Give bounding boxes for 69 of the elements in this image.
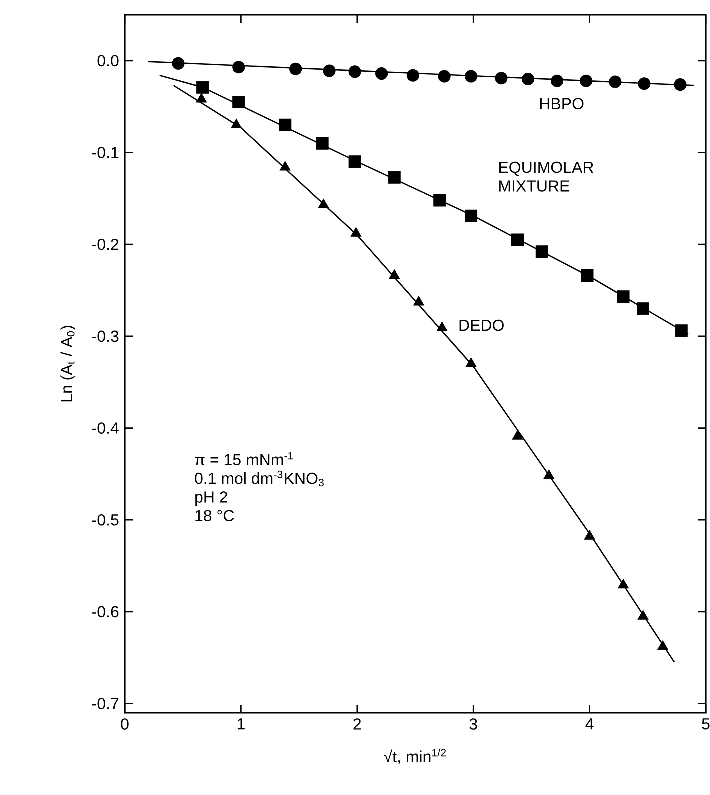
point xyxy=(609,76,622,88)
point xyxy=(675,324,688,338)
point xyxy=(434,194,446,207)
x-tick-label: 2 xyxy=(354,718,362,730)
point xyxy=(279,118,292,132)
annotation: π = 15 mNm$^{-1}$ xyxy=(195,452,294,466)
point xyxy=(617,290,630,304)
annotation: pH 2 xyxy=(196,492,228,506)
point xyxy=(495,72,508,85)
y-axis-title: Ln (A$_{t}$ / A$_{0}$) xyxy=(60,326,76,402)
series-label: EQUIMOLAR MIXTURE xyxy=(500,162,594,192)
point xyxy=(550,74,564,88)
x-tick-label: 1 xyxy=(238,718,245,730)
y-tick-label: -0.4 xyxy=(92,422,119,434)
point xyxy=(231,118,242,128)
line-series xyxy=(173,85,676,664)
point xyxy=(512,430,524,440)
point xyxy=(466,358,477,368)
x-tick-label: 5 xyxy=(702,718,710,730)
point xyxy=(388,171,401,184)
point xyxy=(389,270,400,280)
annotation: 18 °C xyxy=(196,510,234,522)
point xyxy=(438,70,451,83)
x-tick-label: 0 xyxy=(121,718,129,730)
point xyxy=(636,302,650,316)
point xyxy=(172,57,185,70)
point xyxy=(348,66,362,78)
point xyxy=(544,470,555,480)
point xyxy=(465,210,478,222)
point xyxy=(348,156,362,168)
point xyxy=(323,64,336,78)
point xyxy=(638,78,651,90)
point xyxy=(584,530,596,540)
point xyxy=(436,322,448,332)
point xyxy=(414,296,424,306)
series-label: HBPO xyxy=(540,98,584,110)
y-tick-label: -0.7 xyxy=(92,698,119,710)
y-tick-label: 0.0 xyxy=(98,55,119,67)
point xyxy=(196,81,210,94)
point xyxy=(406,69,420,82)
series-label: DEDO xyxy=(460,320,504,332)
y-tick-label: -0.6 xyxy=(92,606,119,618)
point xyxy=(581,270,594,282)
point xyxy=(465,70,478,83)
x-tick-label: 3 xyxy=(470,718,478,730)
y-tick-label: -0.3 xyxy=(92,330,119,342)
point xyxy=(376,68,388,80)
point xyxy=(511,234,524,246)
point xyxy=(638,610,649,620)
point xyxy=(674,78,687,92)
point xyxy=(232,61,246,74)
point xyxy=(522,73,534,86)
y-tick-label: -0.1 xyxy=(92,147,119,158)
point xyxy=(580,74,593,88)
point xyxy=(536,246,548,258)
point xyxy=(658,640,668,650)
point xyxy=(232,96,246,109)
point xyxy=(618,579,629,589)
point xyxy=(318,198,330,208)
x-axis-title: √t, min$^{1/2}$ xyxy=(384,748,446,764)
point xyxy=(316,137,329,150)
point xyxy=(350,227,362,237)
y-tick-label: -0.2 xyxy=(92,238,119,250)
x-tick-label: 4 xyxy=(586,718,594,730)
point xyxy=(196,93,208,103)
annotation: 0.1 mol dm$^{-3}$KNO$_{3}$ xyxy=(195,470,324,487)
point xyxy=(280,161,291,171)
point xyxy=(290,62,302,76)
y-tick-label: -0.5 xyxy=(92,514,119,526)
